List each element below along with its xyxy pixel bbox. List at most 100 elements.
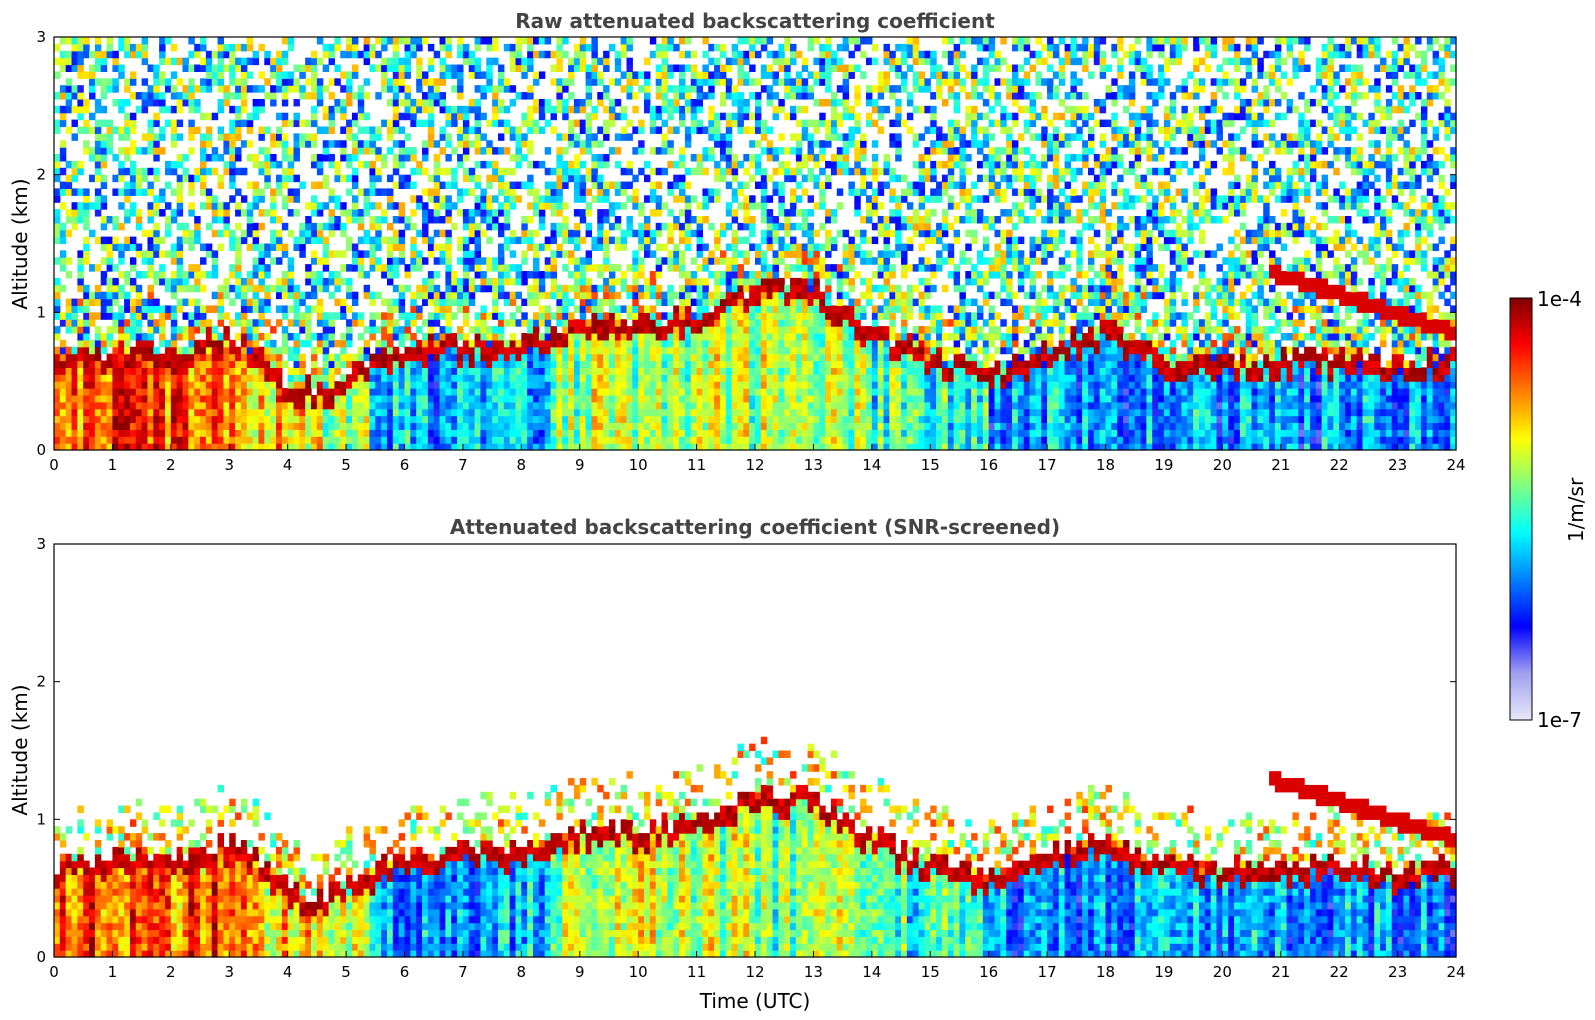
heatmap-cell xyxy=(462,422,470,430)
heatmap-cell xyxy=(597,319,604,327)
heatmap-cell xyxy=(573,181,581,190)
heatmap-cell xyxy=(457,85,464,93)
heatmap-cell xyxy=(568,381,575,389)
heatmap-cell xyxy=(170,388,178,396)
heatmap-cell xyxy=(468,222,476,231)
heatmap-cell xyxy=(264,339,271,348)
heatmap-cell xyxy=(59,394,67,403)
heatmap-cell xyxy=(737,92,744,100)
heatmap-cell xyxy=(538,98,546,107)
heatmap-cell xyxy=(398,436,406,444)
heatmap-cell xyxy=(404,346,411,355)
heatmap-cell xyxy=(118,332,125,341)
heatmap-cell xyxy=(188,229,195,238)
heatmap-cell xyxy=(585,264,593,272)
heatmap-cell xyxy=(83,339,90,348)
heatmap-cell xyxy=(725,271,733,279)
heatmap-cell xyxy=(556,443,563,451)
heatmap-cell xyxy=(497,436,505,444)
heatmap-cell xyxy=(141,43,149,52)
heatmap-cell xyxy=(287,71,295,79)
heatmap-cell xyxy=(439,167,446,176)
heatmap-cell xyxy=(240,312,248,320)
heatmap-cell xyxy=(410,257,417,265)
heatmap-cell xyxy=(544,147,552,155)
heatmap-cell xyxy=(433,429,441,437)
heatmap-cell xyxy=(661,394,668,403)
heatmap-cell xyxy=(54,257,61,265)
heatmap-cell xyxy=(205,188,213,196)
heatmap-cell xyxy=(398,353,406,362)
heatmap-cell xyxy=(311,250,318,258)
heatmap-cell xyxy=(684,167,692,176)
heatmap-cell xyxy=(71,374,78,382)
heatmap-cell xyxy=(316,154,324,162)
heatmap-cell xyxy=(381,319,388,327)
heatmap-cell xyxy=(264,264,271,272)
heatmap-cell xyxy=(223,429,230,437)
heatmap-cell xyxy=(200,257,207,265)
heatmap-cell xyxy=(655,394,663,403)
heatmap-cell xyxy=(311,332,318,341)
heatmap-cell xyxy=(725,436,733,444)
heatmap-cell xyxy=(649,291,657,300)
heatmap-cell xyxy=(544,374,552,382)
heatmap-cell xyxy=(556,250,563,258)
heatmap-cell xyxy=(597,92,604,100)
heatmap-cell xyxy=(316,436,324,444)
heatmap-cell xyxy=(533,188,540,196)
heatmap-cell xyxy=(655,312,663,320)
heatmap-cell xyxy=(562,339,569,348)
heatmap-cell xyxy=(725,312,733,320)
heatmap-cell xyxy=(568,257,575,265)
heatmap-cell xyxy=(357,236,365,245)
heatmap-cell xyxy=(305,271,312,279)
heatmap-cell xyxy=(661,105,668,114)
heatmap-cell xyxy=(153,236,160,245)
heatmap-cell xyxy=(410,332,417,341)
heatmap-cell xyxy=(655,271,663,279)
heatmap-cell xyxy=(147,394,154,403)
heatmap-cell xyxy=(240,374,248,382)
heatmap-cell xyxy=(118,319,125,327)
heatmap-cell xyxy=(614,360,622,368)
heatmap-cell xyxy=(591,50,598,59)
heatmap-cell xyxy=(328,92,335,100)
heatmap-cell xyxy=(603,429,610,437)
heatmap-cell xyxy=(480,326,487,334)
heatmap-cell xyxy=(357,429,365,437)
heatmap-cell xyxy=(106,367,114,375)
heatmap-cell xyxy=(655,415,663,424)
heatmap-cell xyxy=(124,271,131,279)
heatmap-cell xyxy=(527,236,534,245)
heatmap-cell xyxy=(737,50,744,59)
heatmap-cell xyxy=(743,202,750,210)
heatmap-cell xyxy=(521,133,528,141)
heatmap-cell xyxy=(398,443,406,451)
heatmap-cell xyxy=(118,64,125,73)
heatmap-cell xyxy=(316,284,324,293)
heatmap-cell xyxy=(684,326,692,334)
heatmap-cell xyxy=(404,133,411,141)
heatmap-cell xyxy=(620,394,628,403)
heatmap-cell xyxy=(94,98,102,107)
heatmap-cell xyxy=(527,367,534,375)
heatmap-cell xyxy=(54,291,61,300)
heatmap-cell xyxy=(445,312,452,320)
heatmap-cell xyxy=(515,388,522,396)
heatmap-cell xyxy=(287,284,295,293)
heatmap-cell xyxy=(655,243,663,251)
heatmap-cell xyxy=(357,374,365,382)
heatmap-cell xyxy=(708,312,715,320)
heatmap-cell xyxy=(153,326,160,334)
heatmap-cell xyxy=(731,429,739,437)
heatmap-cell xyxy=(217,353,225,362)
heatmap-cell xyxy=(264,57,271,66)
heatmap-cell xyxy=(357,112,365,121)
heatmap-cell xyxy=(521,332,528,341)
heatmap-cell xyxy=(737,271,744,279)
heatmap-cell xyxy=(515,367,522,375)
heatmap-cell xyxy=(340,105,347,114)
heatmap-cell xyxy=(626,346,633,355)
heatmap-cell xyxy=(153,92,160,100)
